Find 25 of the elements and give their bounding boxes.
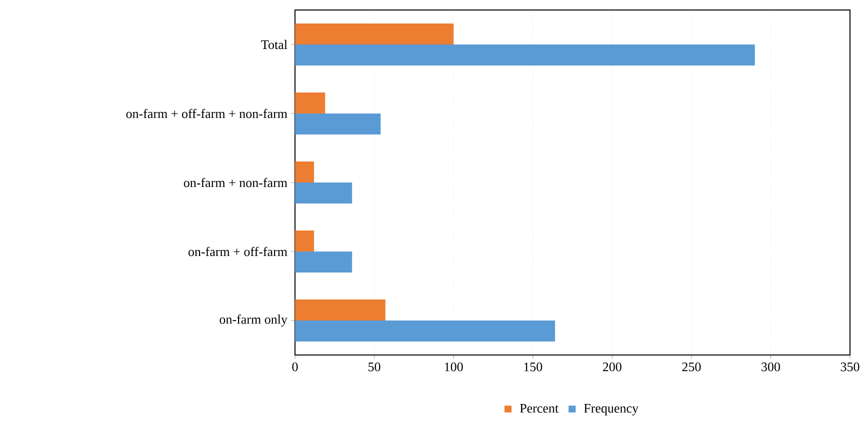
bar bbox=[295, 252, 352, 273]
y-tick-label: on-farm only bbox=[220, 314, 288, 326]
x-tick-label: 350 bbox=[840, 362, 860, 372]
bar bbox=[295, 300, 386, 321]
x-tick-label: 200 bbox=[602, 362, 622, 372]
bar bbox=[295, 24, 454, 45]
x-tick-label: 250 bbox=[682, 362, 701, 372]
x-tick-label: 100 bbox=[444, 362, 463, 372]
x-tick-label: 50 bbox=[368, 362, 380, 372]
bar bbox=[295, 320, 556, 342]
bar bbox=[295, 44, 755, 66]
bar bbox=[295, 92, 326, 114]
legend-label: Percent bbox=[520, 404, 558, 413]
bar bbox=[295, 114, 381, 135]
x-tick-label: 300 bbox=[762, 362, 780, 372]
y-tick-label: on-farm + off-farm bbox=[188, 246, 288, 256]
x-tick-label: 0 bbox=[292, 362, 298, 372]
legend-label: Frequency bbox=[584, 404, 638, 416]
bar bbox=[295, 162, 314, 183]
y-tick-label: Total bbox=[261, 40, 288, 50]
x-tick-label: 150 bbox=[524, 362, 542, 372]
bar bbox=[295, 182, 352, 204]
bar bbox=[295, 230, 314, 252]
y-tick-label: on-farm + off-farm + non-farm bbox=[126, 108, 288, 118]
y-tick-label: on-farm + non-farm bbox=[184, 178, 288, 188]
